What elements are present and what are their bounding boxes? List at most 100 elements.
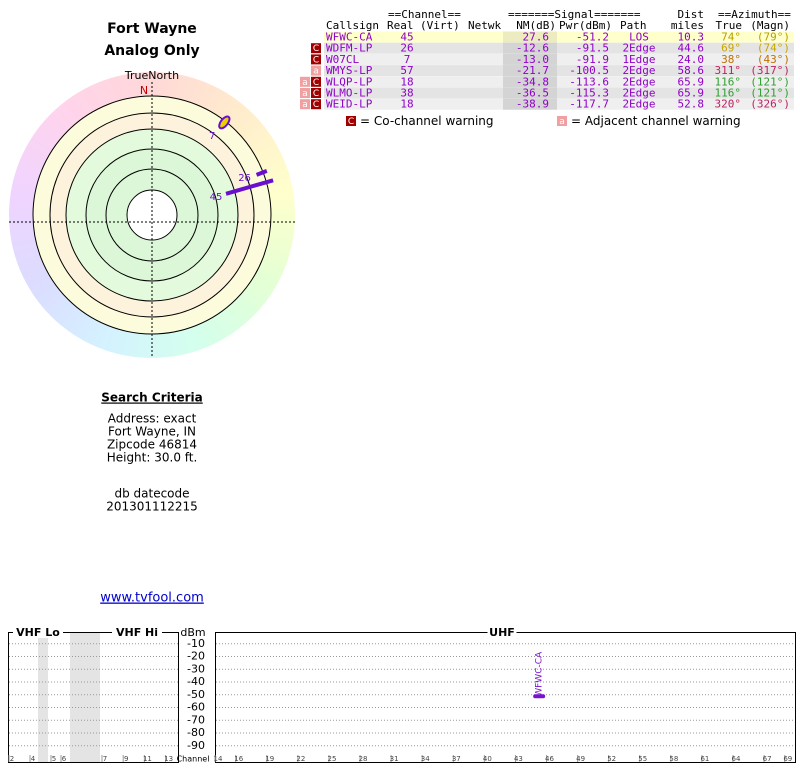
table-cell: 18 bbox=[400, 75, 413, 88]
table-header: Real bbox=[387, 19, 414, 32]
table-cell: 24.0 bbox=[678, 53, 705, 66]
criteria-line: Fort Wayne, IN bbox=[108, 425, 196, 439]
table-cell: W07CL bbox=[326, 53, 359, 66]
table-cell: WMYS-LP bbox=[326, 64, 373, 77]
table-header: Pwr(dBm) bbox=[559, 19, 612, 32]
station-mark bbox=[218, 115, 231, 130]
table-header: miles bbox=[671, 19, 704, 32]
row-bg bbox=[324, 53, 794, 65]
flag-box bbox=[311, 76, 321, 87]
table-cell: LOS bbox=[629, 31, 649, 44]
band-gap bbox=[38, 632, 48, 762]
x-tick-label: 9 bbox=[124, 755, 128, 763]
table-cell: 18 bbox=[400, 98, 413, 111]
x-tick-label: 64 bbox=[732, 755, 741, 763]
band-gap bbox=[70, 632, 100, 762]
legend-box bbox=[346, 116, 356, 126]
criteria-line: Address: exact bbox=[108, 412, 197, 426]
flag-box bbox=[300, 76, 310, 87]
legend-text: = Adjacent channel warning bbox=[571, 114, 741, 128]
criteria-line: Height: 30.0 ft. bbox=[107, 451, 198, 465]
x-tick-label: 6 bbox=[62, 755, 67, 763]
criteria-line: Zipcode 46814 bbox=[107, 438, 197, 452]
signal-label: WFWC-CA bbox=[535, 651, 545, 697]
x-tick-label: 16 bbox=[234, 755, 243, 763]
table-cell: -113.6 bbox=[569, 75, 609, 88]
table-cell: -91.5 bbox=[576, 42, 609, 55]
table-cell: (79°) bbox=[757, 31, 790, 44]
table-cell: 2Edge bbox=[622, 64, 655, 77]
table-cell: (43°) bbox=[757, 53, 790, 66]
x-tick-label: 4 bbox=[31, 755, 36, 763]
row-bg bbox=[324, 65, 794, 77]
station-label: 26 bbox=[238, 173, 251, 184]
table-cell: 44.6 bbox=[678, 42, 705, 55]
table-cell: 57 bbox=[400, 64, 413, 77]
table-cell: 2Edge bbox=[622, 75, 655, 88]
row-bg bbox=[324, 76, 794, 88]
row-bg bbox=[324, 42, 794, 54]
nm-cell-bg bbox=[503, 98, 557, 110]
site-link[interactable]: www.tvfool.com bbox=[100, 591, 204, 606]
flag-box bbox=[311, 88, 321, 98]
table-header: (Magn) bbox=[750, 19, 790, 32]
uhf-frame bbox=[215, 632, 796, 763]
vhf-frame bbox=[8, 632, 179, 763]
flag-box bbox=[311, 54, 321, 65]
band-title-bg bbox=[112, 626, 162, 638]
station-label: 7 bbox=[209, 131, 215, 142]
table-cell: 65.9 bbox=[678, 87, 705, 100]
table-cell: -34.8 bbox=[516, 75, 549, 88]
x-tick-label: 25 bbox=[327, 755, 336, 763]
band-title: VHF Lo bbox=[16, 626, 60, 639]
datecode-label: db datecode bbox=[114, 487, 189, 501]
flag: a bbox=[302, 78, 308, 88]
table-cell: 311° bbox=[715, 64, 742, 77]
flag-box bbox=[300, 99, 310, 110]
x-axis-label: Channel bbox=[177, 755, 210, 764]
table-cell: -12.6 bbox=[516, 42, 549, 55]
table-cell: -21.7 bbox=[516, 64, 549, 77]
table-cell: 38 bbox=[400, 87, 413, 100]
band-title-bg bbox=[487, 626, 517, 638]
legend-text: = Co-channel warning bbox=[360, 114, 494, 128]
table-cell: WEID-LP bbox=[326, 98, 373, 111]
table-cell: 27.6 bbox=[523, 31, 550, 44]
table-cell: -38.9 bbox=[516, 98, 549, 111]
x-tick-label: 11 bbox=[143, 755, 152, 763]
table-cell: 26 bbox=[400, 42, 413, 55]
nm-cell-bg bbox=[503, 87, 557, 99]
flag: C bbox=[313, 100, 319, 110]
flag-box bbox=[300, 88, 310, 98]
table-cell: 58.6 bbox=[678, 64, 705, 77]
table-cell: 45 bbox=[400, 31, 413, 44]
table-cell: 74° bbox=[721, 31, 741, 44]
x-tick-label: 67 bbox=[763, 755, 772, 763]
station-label: 45 bbox=[210, 192, 223, 203]
table-cell: (74°) bbox=[757, 42, 790, 55]
table-cell: WLMO-LP bbox=[326, 87, 373, 100]
y-tick-label: -80 bbox=[187, 726, 205, 739]
subtitle: Analog Only bbox=[104, 43, 199, 59]
x-tick-label: 43 bbox=[514, 755, 523, 763]
criteria-title: Search Criteria bbox=[101, 391, 202, 405]
table-header: True bbox=[716, 19, 743, 32]
table-header: (Virt) bbox=[420, 19, 460, 32]
y-tick-label: -50 bbox=[187, 688, 205, 701]
legend-flag: a bbox=[559, 117, 565, 127]
title: Fort Wayne bbox=[107, 21, 197, 37]
flag-box bbox=[311, 43, 321, 54]
table-cell: -51.2 bbox=[576, 31, 609, 44]
table-cell: 7 bbox=[404, 53, 411, 66]
band-title: UHF bbox=[489, 626, 515, 639]
table-cell: (326°) bbox=[750, 98, 790, 111]
table-cell: 2Edge bbox=[622, 98, 655, 111]
table-cell: 2Edge bbox=[622, 87, 655, 100]
table-cell: 10.3 bbox=[678, 31, 705, 44]
flag: C bbox=[313, 78, 319, 88]
x-tick-label: 46 bbox=[545, 755, 554, 763]
flag: a bbox=[313, 67, 319, 77]
flag: C bbox=[313, 55, 319, 65]
x-tick-label: 37 bbox=[452, 755, 461, 763]
